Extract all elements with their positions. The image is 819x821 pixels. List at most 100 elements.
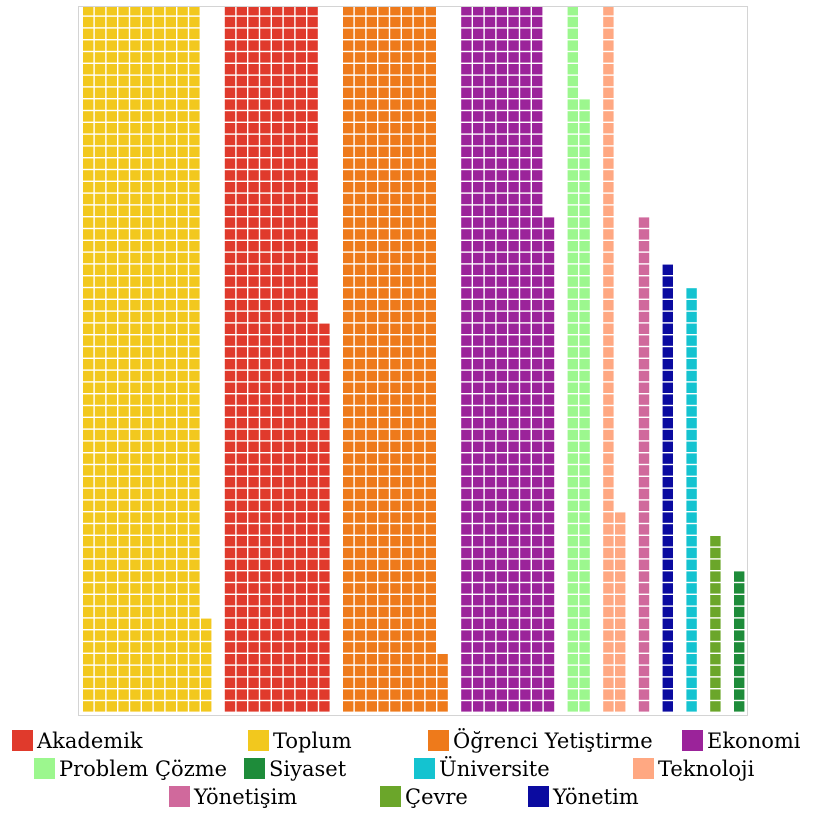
waffle-cell	[354, 28, 366, 39]
waffle-cell	[343, 642, 354, 653]
waffle-cell	[307, 394, 318, 405]
waffle-cell	[543, 689, 555, 700]
chart-legend: Akademik Toplum Öğrenci Yetiştirme Ekonomi P…	[0, 728, 819, 818]
waffle-cell	[260, 630, 271, 641]
waffle-cell	[402, 359, 413, 370]
waffle-cell	[307, 64, 318, 75]
waffle-cell	[425, 16, 436, 28]
waffle-cell	[83, 111, 94, 122]
waffle-cell	[248, 134, 259, 146]
waffle-cell	[532, 241, 543, 252]
waffle-cell	[615, 547, 626, 559]
waffle-cell	[319, 630, 330, 641]
waffle-cell	[413, 512, 425, 523]
waffle-cell	[319, 559, 330, 570]
waffle-cell	[307, 217, 318, 228]
waffle-cell	[189, 536, 200, 547]
waffle-cell	[224, 335, 236, 346]
waffle-cell	[378, 16, 389, 28]
waffle-cell	[461, 241, 472, 252]
waffle-cell	[201, 665, 212, 677]
waffle-cell	[496, 229, 507, 240]
waffle-cell	[402, 288, 413, 299]
waffle-cell	[402, 382, 413, 393]
waffle-cell	[94, 536, 106, 547]
waffle-cell	[532, 75, 543, 87]
waffle-cell	[473, 52, 484, 63]
waffle-cell	[260, 87, 271, 98]
waffle-cell	[94, 524, 106, 535]
waffle-cell	[295, 583, 306, 594]
waffle-cell	[307, 441, 318, 452]
waffle-cell	[567, 677, 578, 688]
waffle-cell	[413, 276, 425, 287]
waffle-cell	[272, 264, 283, 275]
waffle-cell	[402, 512, 413, 523]
waffle-cell	[366, 441, 377, 452]
waffle-cell	[390, 642, 401, 653]
waffle-cell	[295, 441, 306, 452]
waffle-cell	[236, 536, 247, 547]
waffle-cell	[425, 252, 436, 264]
waffle-cell	[425, 323, 436, 334]
waffle-cell	[520, 229, 531, 240]
waffle-cell	[236, 28, 247, 39]
waffle-cell	[272, 488, 283, 500]
waffle-cell	[260, 347, 271, 358]
chart-plot-area	[78, 6, 748, 716]
waffle-cell	[473, 264, 484, 275]
waffle-cell	[130, 606, 141, 618]
waffle-cell	[603, 123, 614, 134]
waffle-cell	[165, 512, 176, 523]
waffle-cell	[224, 229, 236, 240]
waffle-cell	[94, 406, 106, 417]
waffle-cell	[295, 182, 306, 193]
waffle-series-4	[567, 7, 590, 712]
waffle-cell	[686, 382, 697, 393]
waffle-cell	[638, 477, 650, 488]
waffle-cell	[153, 52, 165, 63]
waffle-cell	[473, 182, 484, 193]
waffle-cell	[520, 40, 531, 51]
waffle-cell	[189, 288, 200, 299]
waffle-cell	[579, 677, 590, 688]
waffle-cell	[142, 193, 153, 205]
waffle-cell	[520, 28, 531, 39]
waffle-cell	[307, 606, 318, 618]
waffle-cell	[189, 547, 200, 559]
waffle-cell	[142, 536, 153, 547]
waffle-cell	[177, 75, 188, 87]
waffle-cell	[366, 571, 377, 582]
waffle-cell	[686, 618, 697, 629]
waffle-cell	[165, 618, 176, 629]
waffle-cell	[165, 571, 176, 582]
waffle-cell	[473, 87, 484, 98]
waffle-cell	[224, 701, 236, 712]
waffle-cell	[118, 618, 129, 629]
waffle-cell	[106, 123, 117, 134]
waffle-cell	[307, 536, 318, 547]
waffle-cell	[118, 229, 129, 240]
waffle-cell	[319, 500, 330, 511]
waffle-cell	[165, 382, 176, 393]
waffle-cell	[177, 571, 188, 582]
waffle-cell	[378, 170, 389, 181]
waffle-cell	[153, 229, 165, 240]
waffle-cell	[224, 40, 236, 51]
waffle-cell	[579, 134, 590, 146]
waffle-cell	[686, 429, 697, 441]
waffle-cell	[283, 111, 295, 122]
waffle-cell	[425, 170, 436, 181]
waffle-cell	[248, 205, 259, 216]
waffle-cell	[283, 311, 295, 323]
waffle-cell	[283, 87, 295, 98]
waffle-cell	[461, 229, 472, 240]
waffle-cell	[508, 512, 519, 523]
waffle-cell	[366, 465, 377, 476]
waffle-cell	[106, 665, 117, 677]
waffle-cell	[532, 182, 543, 193]
waffle-cell	[366, 359, 377, 370]
waffle-cell	[508, 618, 519, 629]
waffle-cell	[520, 64, 531, 75]
waffle-cell	[437, 665, 448, 677]
